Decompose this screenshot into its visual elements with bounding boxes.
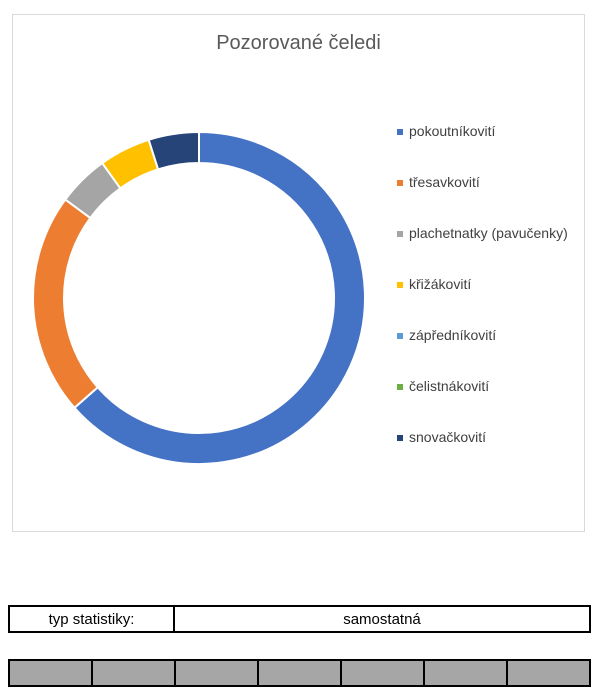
donut-chart bbox=[32, 130, 366, 465]
legend-swatch bbox=[397, 231, 403, 237]
legend-item: křižákovití bbox=[397, 276, 568, 327]
legend-swatch bbox=[397, 282, 403, 288]
legend-item: plachetnatky (pavučenky) bbox=[397, 225, 568, 276]
chart-area: Pozorované čeledi pokoutníkovití třesavko… bbox=[12, 14, 585, 532]
stats-type-value: samostatná bbox=[173, 605, 591, 633]
legend-item: zápředníkovití bbox=[397, 327, 568, 378]
legend-swatch bbox=[397, 129, 403, 135]
stats-row: typ statistiky: samostatná bbox=[8, 605, 591, 633]
donut-slice-1 bbox=[32, 198, 100, 410]
legend-label: zápředníkovití bbox=[409, 327, 497, 343]
stats-table: typ statistiky: samostatná bbox=[8, 605, 591, 633]
chart-title: Pozorované čeledi bbox=[216, 32, 381, 54]
legend-label: třesavkovití bbox=[409, 174, 480, 190]
grey-cell bbox=[10, 661, 93, 685]
grey-cell bbox=[259, 661, 342, 685]
grey-cell bbox=[93, 661, 176, 685]
legend-label: snovačkovití bbox=[409, 429, 487, 445]
legend-label: čelistnákovití bbox=[409, 378, 490, 394]
stats-type-label: typ statistiky: bbox=[8, 605, 175, 633]
legend-item: čelistnákovití bbox=[397, 378, 568, 429]
chart-legend: pokoutníkovití třesavkovití plachetnatky (… bbox=[397, 123, 568, 480]
legend-item: snovačkovití bbox=[397, 429, 568, 480]
donut-slice-0 bbox=[73, 130, 366, 465]
legend-item: třesavkovití bbox=[397, 174, 568, 225]
legend-item: pokoutníkovití bbox=[397, 123, 568, 174]
legend-label: křižákovití bbox=[409, 276, 472, 292]
legend-swatch bbox=[397, 435, 403, 441]
grey-cell-row bbox=[8, 659, 591, 687]
donut-slice-6 bbox=[147, 130, 200, 171]
legend-swatch bbox=[397, 180, 403, 186]
legend-label: pokoutníkovití bbox=[409, 123, 496, 139]
legend-swatch bbox=[397, 384, 403, 390]
grey-cell bbox=[508, 661, 589, 685]
legend-label: plachetnatky (pavučenky) bbox=[409, 225, 568, 241]
legend-swatch bbox=[397, 333, 403, 339]
grey-cell bbox=[425, 661, 508, 685]
grey-cell bbox=[342, 661, 425, 685]
grey-cell bbox=[176, 661, 259, 685]
